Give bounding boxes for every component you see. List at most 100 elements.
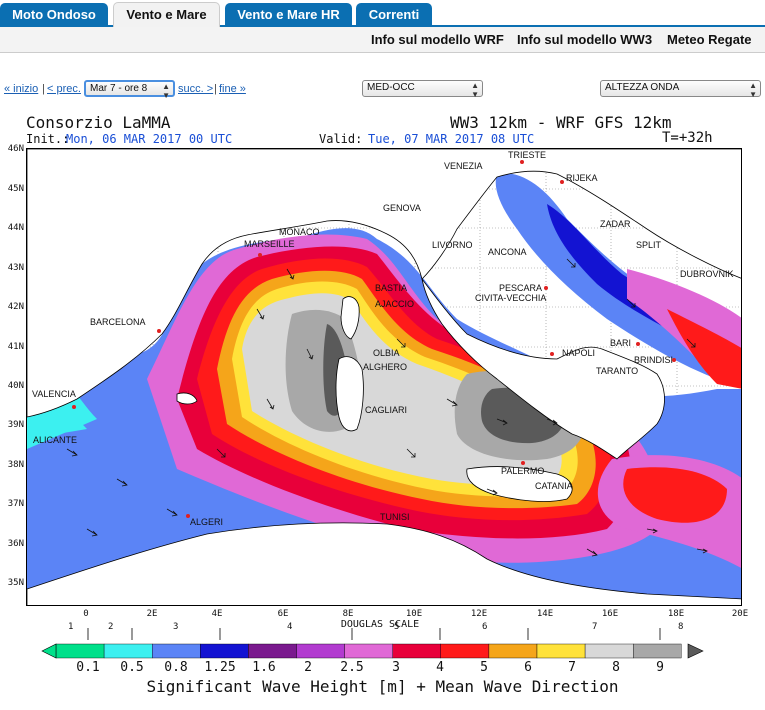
city-label: TUNISI bbox=[380, 512, 410, 522]
legend-value: 2 bbox=[304, 660, 312, 675]
next-link[interactable]: succ. > bbox=[178, 83, 214, 95]
legend-value: 3 bbox=[392, 660, 400, 675]
select-arrows-icon: ▲ ▼ bbox=[162, 82, 170, 100]
model-title: WW3 12km - WRF GFS 12km bbox=[450, 113, 672, 132]
city-marker bbox=[521, 461, 525, 465]
field-select[interactable]: ALTEZZA ONDA ▲ ▼ bbox=[600, 80, 761, 99]
city-marker bbox=[72, 405, 76, 409]
lat-label: 40N bbox=[7, 381, 24, 391]
lat-label: 43N bbox=[7, 263, 24, 273]
legend-value: 1.25 bbox=[204, 660, 236, 675]
init-value: Mon, 06 MAR 2017 00 UTC bbox=[66, 132, 233, 146]
legend-value: 0.1 bbox=[76, 660, 100, 675]
city-label: CIVITA-VECCHIA bbox=[475, 293, 547, 303]
legend-color-band bbox=[55, 643, 105, 659]
city-marker bbox=[560, 180, 564, 184]
time-select[interactable]: Mar 7 - ore 8 ▲ ▼ bbox=[84, 80, 175, 100]
city-label: DUBROVNIK bbox=[680, 269, 734, 279]
legend-value: 1.6 bbox=[252, 660, 276, 675]
lon-label: 18E bbox=[667, 609, 685, 619]
link-info-wrf[interactable]: Info sul modello WRF bbox=[371, 32, 504, 47]
city-label: ZADAR bbox=[600, 219, 631, 229]
city-label: BASTIA bbox=[375, 283, 408, 293]
douglas-number: 4 bbox=[287, 622, 293, 632]
legend-color-band bbox=[248, 643, 297, 659]
lat-label: 35N bbox=[7, 578, 24, 588]
legend-color-band bbox=[392, 643, 442, 659]
lon-label: 8E bbox=[342, 609, 354, 619]
legend-color-band bbox=[296, 643, 345, 659]
org-title: Consorzio LaMMA bbox=[26, 113, 171, 132]
tab-vento-e-mare-hr[interactable]: Vento e Mare HR bbox=[225, 3, 352, 27]
separator: | bbox=[214, 83, 217, 95]
link-meteo-regate[interactable]: Meteo Regate bbox=[667, 32, 752, 47]
separator: | bbox=[42, 83, 45, 95]
city-label: ANCONA bbox=[488, 247, 527, 257]
area-select[interactable]: MED-OCC ▲ ▼ bbox=[362, 80, 483, 99]
city-label: PALERMO bbox=[501, 466, 545, 476]
legend-graphic bbox=[41, 628, 704, 659]
tab-moto-ondoso[interactable]: Moto Ondoso bbox=[0, 3, 108, 27]
legend-value: 0.8 bbox=[164, 660, 188, 675]
tab-correnti[interactable]: Correnti bbox=[356, 3, 432, 27]
link-info-ww3[interactable]: Info sul modello WW3 bbox=[517, 32, 653, 47]
lon-label: 6E bbox=[277, 609, 289, 619]
city-label: AJACCIO bbox=[375, 299, 415, 309]
first-link[interactable]: « inizio bbox=[4, 83, 39, 95]
legend-color-band bbox=[200, 643, 249, 659]
city-marker bbox=[258, 253, 262, 257]
city-label: CATANIA bbox=[535, 481, 573, 491]
lat-label: 41N bbox=[7, 342, 24, 352]
init-label: Init.: bbox=[26, 132, 70, 146]
douglas-number: 3 bbox=[173, 622, 179, 632]
area-select-value: MED-OCC bbox=[367, 82, 415, 93]
city-label: BARI bbox=[610, 338, 632, 348]
city-label: MARSEILLE bbox=[244, 239, 295, 249]
prev-link[interactable]: < prec. bbox=[47, 83, 81, 95]
douglas-number: 8 bbox=[678, 622, 684, 632]
lon-label: 10E bbox=[405, 609, 423, 619]
lat-label: 45N bbox=[7, 184, 24, 194]
lat-label: 38N bbox=[7, 460, 24, 470]
city-label: TARANTO bbox=[596, 366, 639, 376]
city-marker bbox=[157, 329, 161, 333]
city-label: GENOVA bbox=[383, 203, 421, 213]
color-legend bbox=[0, 620, 765, 705]
legend-color-band bbox=[440, 643, 490, 659]
city-label: SPLIT bbox=[636, 240, 662, 250]
tab-vento-e-mare[interactable]: Vento e Mare bbox=[113, 2, 220, 28]
time-navigation: « inizio | < prec. Mar 7 - ore 8 ▲ ▼ succ… bbox=[0, 78, 765, 100]
douglas-number: 5 bbox=[394, 622, 400, 632]
map-header: Consorzio LaMMA WW3 12km - WRF GFS 12km … bbox=[0, 110, 765, 150]
douglas-number: 6 bbox=[482, 622, 488, 632]
city-label: BRINDISI bbox=[634, 355, 674, 365]
city-marker bbox=[636, 342, 640, 346]
lat-label: 46N bbox=[7, 144, 24, 154]
select-arrows-icon: ▲ ▼ bbox=[471, 81, 479, 99]
legend-value: 6 bbox=[524, 660, 532, 675]
city-label: OLBIA bbox=[373, 348, 400, 358]
lon-label: 12E bbox=[470, 609, 488, 619]
legend-value: 5 bbox=[480, 660, 488, 675]
lat-label: 36N bbox=[7, 539, 24, 549]
legend-color-band bbox=[584, 643, 634, 659]
douglas-number: 7 bbox=[592, 622, 598, 632]
legend-value: 8 bbox=[612, 660, 620, 675]
city-label: ALICANTE bbox=[33, 435, 78, 445]
last-link[interactable]: fine » bbox=[219, 83, 246, 95]
legend-value: 0.5 bbox=[120, 660, 144, 675]
tab-bar: Moto Ondoso Vento e Mare Vento e Mare HR… bbox=[0, 0, 765, 28]
lon-label: 16E bbox=[601, 609, 619, 619]
city-marker bbox=[186, 514, 190, 518]
legend-color-band bbox=[536, 643, 586, 659]
city-label: ALGERI bbox=[190, 517, 224, 527]
sub-navigation: Info sul modello WRF Info sul modello WW… bbox=[0, 27, 765, 53]
city-label: VENEZIA bbox=[444, 161, 483, 171]
city-label: ALGHERO bbox=[363, 362, 408, 372]
legend-value: 7 bbox=[568, 660, 576, 675]
lat-label: 37N bbox=[7, 499, 24, 509]
field-select-value: ALTEZZA ONDA bbox=[605, 82, 680, 93]
lon-label: 0 bbox=[83, 609, 89, 619]
legend-color-band bbox=[488, 643, 538, 659]
forecast-step: T=+32h bbox=[662, 130, 713, 146]
